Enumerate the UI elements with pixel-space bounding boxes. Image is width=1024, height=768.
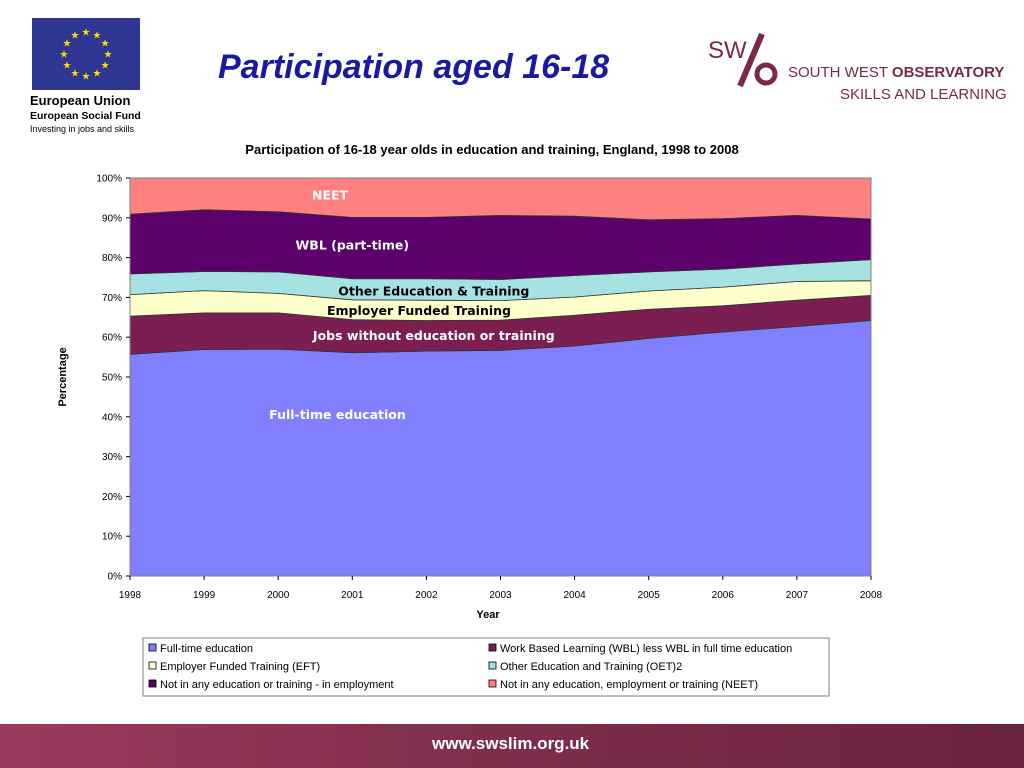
legend-swatch-0 (148, 643, 157, 652)
sw-logo-line1-regular: SOUTH WEST (788, 64, 892, 81)
x-tick-label: 2004 (563, 590, 586, 601)
sw-logo-line1-bold: OBSERVATORY (891, 64, 1005, 81)
participation-chart: Participation of 16-18 year olds in educ… (0, 130, 1024, 710)
legend-entry-1: Work Based Learning (WBL) less WBL in fu… (500, 643, 792, 655)
footer-url[interactable]: www.swslim.org.uk (432, 734, 590, 753)
sw-observatory-logo: SW SOUTH WEST OBSERVATORY SKILLS AND LEA… (706, 32, 1007, 108)
y-tick-label: 100% (96, 174, 122, 185)
x-tick-label: 1998 (119, 590, 142, 601)
area-series-0 (129, 320, 872, 577)
x-tick-label: 2002 (415, 590, 438, 601)
chart-svg: Participation of 16-18 year olds in educ… (57, 142, 883, 697)
sw-logo-line2: SKILLS AND LEARNING (840, 86, 1007, 103)
y-tick-label: 90% (102, 213, 122, 224)
y-tick-label: 10% (102, 532, 122, 543)
sw-logo-line1: SOUTH WEST OBSERVATORY (788, 64, 1004, 81)
series-label-3: Other Education & Training (338, 284, 529, 299)
eu-star: ★ (101, 39, 110, 50)
eu-flag-icon: ★ ★ ★ ★ ★ ★ ★ ★ ★ ★ ★ ★ (32, 18, 140, 90)
eu-star: ★ (62, 39, 71, 50)
eu-logo-line1: European Union (30, 93, 131, 108)
y-tick-label: 30% (102, 452, 122, 463)
eu-logo-line2: European Social Fund (30, 110, 141, 122)
eu-star: ★ (93, 69, 102, 80)
y-tick-label: 0% (108, 572, 123, 583)
x-tick-label: 2008 (860, 590, 883, 601)
y-tick-label: 50% (102, 373, 122, 384)
eu-star: ★ (101, 61, 110, 72)
legend-entry-5: Not in any education, employment or trai… (500, 679, 758, 691)
legend-entry-4: Not in any education or training - in em… (160, 679, 394, 691)
x-tick-label: 2003 (489, 590, 512, 601)
series-label-4: WBL (part-time) (296, 237, 410, 252)
x-tick-label: 2001 (341, 590, 364, 601)
legend-entry-0: Full-time education (160, 643, 253, 655)
eu-star: ★ (82, 72, 91, 83)
y-tick-label: 40% (102, 412, 122, 423)
x-tick-label: 2000 (267, 590, 290, 601)
eu-logo-line3: Investing in jobs and skills (30, 124, 135, 134)
legend-entry-3: Other Education and Training (OET)2 (500, 661, 682, 673)
footer-bar: www.swslim.org.uk (0, 724, 1024, 768)
x-tick-label: 2005 (638, 590, 661, 601)
x-tick-label: 2006 (712, 590, 735, 601)
eu-star: ★ (71, 69, 80, 80)
eu-star: ★ (71, 30, 80, 41)
legend-swatch-2 (148, 661, 157, 670)
x-axis-label: Year (476, 609, 500, 621)
chart-title: Participation of 16-18 year olds in educ… (245, 142, 738, 157)
series-label-1: Jobs without education or training (312, 328, 555, 343)
y-tick-label: 20% (102, 492, 122, 503)
page-title: Participation aged 16-18 (218, 48, 610, 86)
eu-star: ★ (60, 50, 69, 61)
legend-swatch-1 (488, 643, 497, 652)
eu-star: ★ (82, 28, 91, 39)
svg-text:SW: SW (708, 37, 747, 64)
sw-observatory-mark-icon: SW (708, 32, 778, 88)
y-tick-label: 80% (102, 253, 122, 264)
y-axis-label: Percentage (57, 347, 69, 406)
eu-star: ★ (104, 50, 113, 61)
y-tick-label: 60% (102, 333, 122, 344)
x-tick-label: 1999 (193, 590, 216, 601)
y-tick-label: 70% (102, 293, 122, 304)
series-label-2: Employer Funded Training (327, 303, 511, 318)
legend-swatch-4 (148, 679, 157, 688)
legend-swatch-5 (488, 679, 497, 688)
series-label-5: NEET (312, 187, 349, 202)
legend-swatch-3 (488, 661, 497, 670)
x-tick-label: 2007 (786, 590, 809, 601)
legend-entry-2: Employer Funded Training (EFT) (160, 661, 320, 673)
eu-logo: ★ ★ ★ ★ ★ ★ ★ ★ ★ ★ ★ ★ European Union European Soc… (30, 18, 142, 134)
legend-box (142, 637, 830, 697)
series-label-0: Full-time education (269, 407, 406, 422)
eu-star: ★ (93, 30, 102, 41)
eu-star: ★ (62, 61, 71, 72)
